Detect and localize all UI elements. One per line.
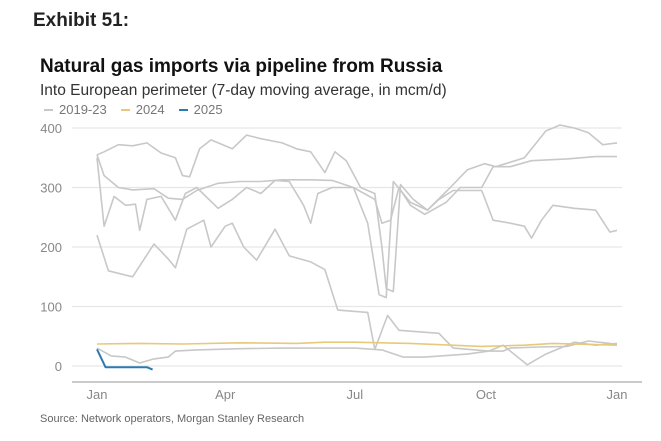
x-tick-label: Jul (347, 387, 364, 402)
legend: 2019-23 2024 2025 (44, 102, 223, 117)
legend-swatch (44, 108, 53, 111)
chart-subtitle: Into European perimeter (7-day moving av… (40, 82, 447, 99)
x-tick-label: Oct (476, 387, 497, 402)
legend-label: 2024 (135, 102, 165, 117)
y-tick-label: 100 (40, 300, 62, 315)
y-tick-label: 200 (40, 240, 62, 255)
series-line-2024 (96, 341, 618, 348)
legend-label: 2019-23 (59, 102, 107, 117)
chart-title: Natural gas imports via pipeline from Ru… (40, 56, 443, 77)
y-tick-label: 0 (55, 359, 62, 374)
legend-swatch (178, 108, 188, 111)
legend-swatch (120, 108, 130, 111)
y-tick-label: 400 (40, 121, 62, 136)
series-line-2019-23 (96, 340, 618, 364)
legend-label: 2025 (193, 102, 223, 117)
source-note: Source: Network operators, Morgan Stanle… (40, 413, 305, 425)
legend-item-2025: 2025 (178, 102, 223, 117)
series-line-2019-23 (96, 157, 618, 299)
exhibit-label: Exhibit 51: (33, 10, 130, 31)
y-tick-label: 300 (40, 181, 62, 196)
legend-item-2024: 2024 (120, 102, 165, 117)
x-tick-label: Apr (215, 387, 236, 402)
series-line-2019-23 (96, 154, 617, 224)
x-tick-label: Jan (87, 387, 108, 402)
series-line-2019-23 (96, 124, 618, 293)
x-tick-label: Jan (607, 387, 628, 402)
legend-item-2019-23: 2019-23 (44, 102, 107, 117)
series-line-2025 (96, 348, 153, 371)
